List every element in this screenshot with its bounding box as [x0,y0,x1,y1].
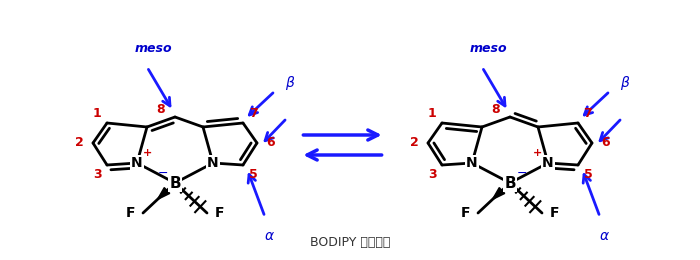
Text: 1: 1 [92,107,102,120]
Text: 6: 6 [267,136,275,149]
Text: meso: meso [469,42,507,55]
Text: N: N [207,156,219,170]
Text: +: + [142,148,152,158]
Text: 2: 2 [410,136,419,149]
Text: 7: 7 [248,107,258,120]
Text: 2: 2 [75,136,83,149]
Text: 8: 8 [491,102,500,115]
Text: 6: 6 [602,136,610,149]
Text: F: F [550,206,559,220]
Text: 3: 3 [428,168,436,181]
Text: F: F [215,206,225,220]
Text: 3: 3 [92,168,102,181]
Text: 5: 5 [248,168,258,181]
Text: α: α [599,229,608,243]
Text: B: B [504,176,516,191]
Text: 7: 7 [584,107,592,120]
Text: BODIPY 母体结构: BODIPY 母体结构 [310,236,390,249]
Text: B: B [169,176,181,191]
Text: β: β [285,76,294,90]
Text: F: F [125,206,135,220]
Text: 1: 1 [428,107,436,120]
Polygon shape [492,187,505,199]
Text: −: − [517,166,527,179]
Text: F: F [461,206,470,220]
Text: meso: meso [134,42,172,55]
Text: N: N [542,156,554,170]
Text: 5: 5 [584,168,592,181]
Text: −: − [158,166,168,179]
Text: +: + [533,148,542,158]
Polygon shape [158,187,169,199]
Text: α: α [265,229,274,243]
Text: N: N [131,156,143,170]
Text: N: N [466,156,478,170]
Text: β: β [620,76,629,90]
Text: 8: 8 [157,102,165,115]
